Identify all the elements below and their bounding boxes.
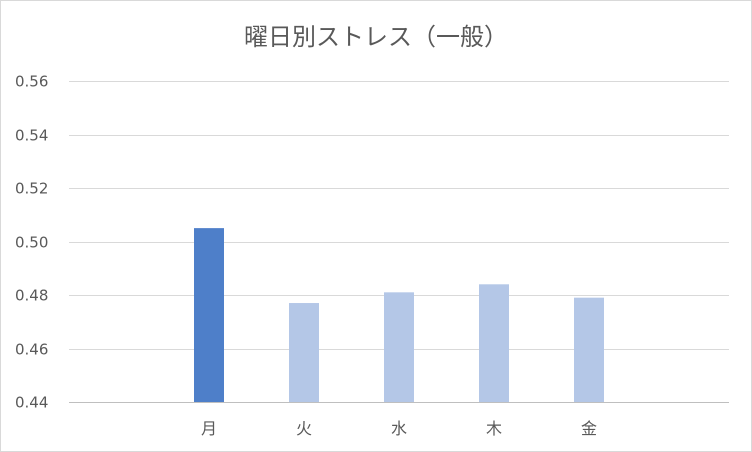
bar-1: [194, 228, 224, 402]
y-tick-label: 0.54: [15, 127, 48, 145]
x-category-label: 火: [296, 419, 312, 438]
x-category-label: 金: [581, 419, 597, 438]
y-tick-label: 0.44: [15, 394, 48, 412]
bar-4: [479, 284, 509, 402]
x-category-label: 月: [201, 419, 217, 438]
y-tick-label: 0.56: [15, 73, 48, 91]
x-category-label: 水: [391, 419, 407, 438]
bar-2: [289, 303, 319, 402]
y-tick-label: 0.48: [15, 287, 48, 305]
y-tick-label: 0.46: [15, 341, 48, 359]
y-tick-label: 0.52: [15, 180, 48, 198]
y-tick-label: 0.50: [15, 234, 48, 252]
bar-5: [574, 297, 604, 402]
chart-title: 曜日別ストレス（一般）: [244, 23, 508, 51]
x-category-label: 木: [486, 419, 502, 438]
bar-3: [384, 292, 414, 402]
